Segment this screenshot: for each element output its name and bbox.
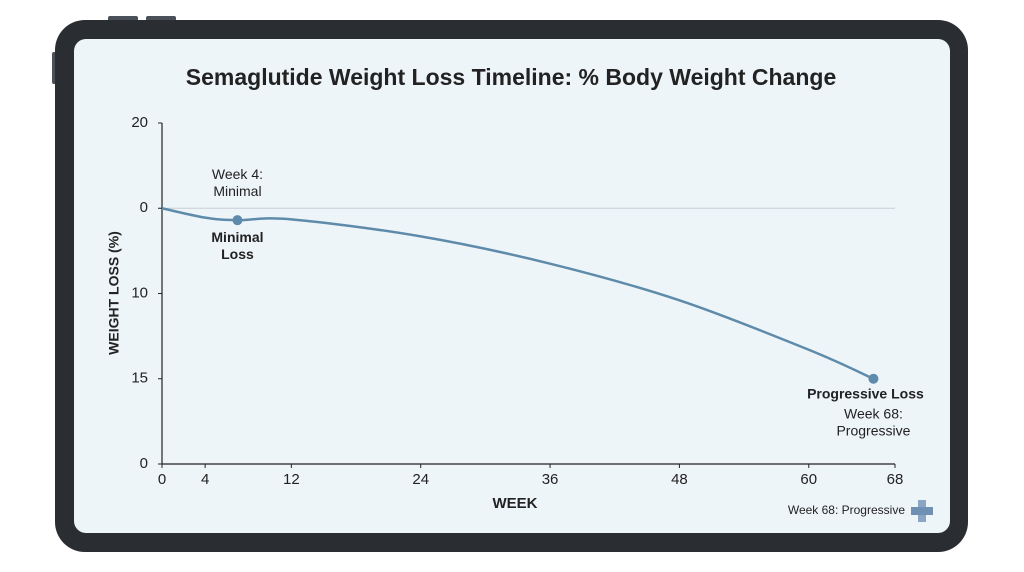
annotation-label: Loss	[221, 246, 254, 262]
annotation-note: Week 4:	[212, 166, 263, 182]
logo	[911, 500, 933, 522]
x-tick-label: 68	[887, 471, 904, 488]
x-tick-label: 12	[283, 471, 300, 488]
x-axis-label: WEEK	[493, 495, 538, 512]
x-tick-label: 4	[201, 471, 209, 488]
annotation-label: Progressive Loss	[807, 385, 924, 401]
footer-note: Week 68: Progressive	[788, 503, 905, 517]
marker	[868, 373, 879, 384]
series-line	[161, 207, 874, 380]
x-tick-label: 60	[800, 471, 817, 488]
y-tick-label: 20	[131, 114, 148, 131]
annotation-note: Minimal	[213, 183, 261, 199]
y-tick-label: 10	[131, 284, 148, 301]
chart-title: Semaglutide Weight Loss Timeline: % Body…	[186, 64, 836, 90]
y-axis-label: WEIGHT LOSS (%)	[106, 231, 122, 355]
annotation-label: Minimal	[211, 229, 263, 245]
x-tick-label: 36	[542, 471, 559, 488]
screen	[74, 39, 950, 533]
annotation-note: Week 68:	[844, 405, 903, 421]
y-tick-label: 0	[140, 455, 148, 472]
x-tick-label: 24	[412, 471, 429, 488]
y-tick-label: 0	[140, 199, 148, 216]
logo-shape	[911, 507, 933, 515]
x-tick-label: 0	[158, 471, 166, 488]
annotation-note: Progressive	[836, 422, 910, 438]
y-tick-label: 15	[131, 370, 148, 387]
x-tick-label: 48	[671, 471, 688, 488]
marker	[232, 215, 243, 226]
